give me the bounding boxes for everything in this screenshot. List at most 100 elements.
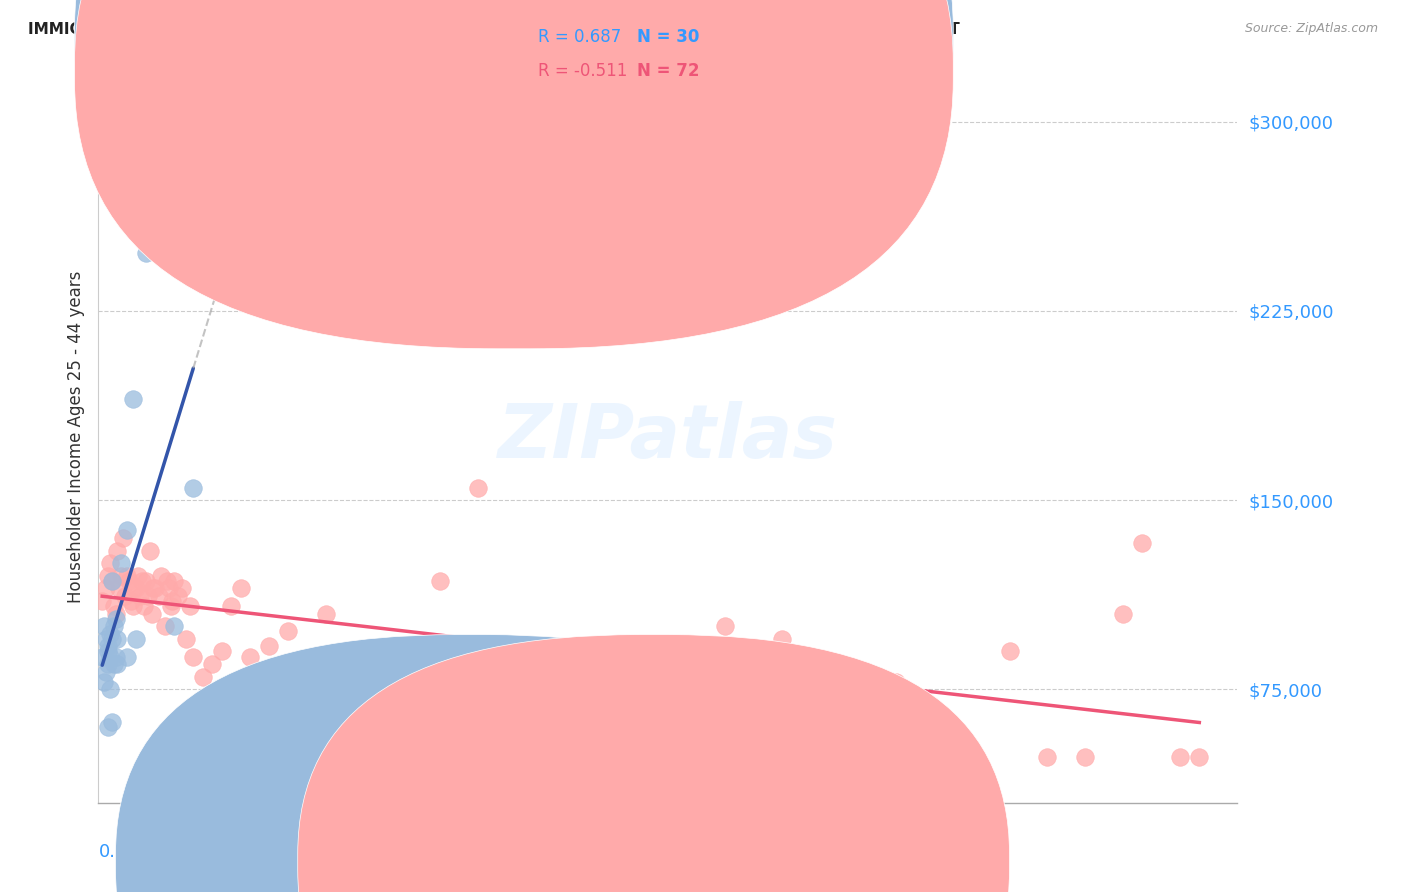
Point xyxy=(114,589,136,603)
Point xyxy=(1132,536,1154,550)
Point xyxy=(97,569,120,583)
Text: ZIPatlas: ZIPatlas xyxy=(498,401,838,474)
Point xyxy=(148,589,170,603)
Point xyxy=(191,670,214,684)
Point xyxy=(884,674,907,689)
Point xyxy=(98,682,121,697)
Point xyxy=(259,640,281,654)
Point xyxy=(110,556,132,570)
Point xyxy=(505,665,527,679)
Point xyxy=(112,531,135,545)
Point xyxy=(229,582,252,596)
Text: Source: ZipAtlas.com: Source: ZipAtlas.com xyxy=(1244,22,1378,36)
FancyBboxPatch shape xyxy=(298,634,1010,892)
Point xyxy=(145,220,167,235)
Point xyxy=(98,556,121,570)
Point xyxy=(998,644,1021,658)
Point xyxy=(221,599,243,613)
Point xyxy=(467,481,489,495)
Point xyxy=(100,715,122,730)
Point xyxy=(107,632,129,646)
Point xyxy=(141,607,163,621)
Text: Swedes: Swedes xyxy=(658,865,723,883)
Point xyxy=(104,612,127,626)
Point xyxy=(103,599,125,613)
Point xyxy=(115,524,138,538)
Text: Immigrants from Panama: Immigrants from Panama xyxy=(426,865,637,883)
Text: N = 72: N = 72 xyxy=(637,62,699,80)
Point xyxy=(619,750,641,764)
Point xyxy=(129,589,152,603)
Point xyxy=(104,607,127,621)
Point xyxy=(138,543,160,558)
Point xyxy=(98,627,121,641)
Point xyxy=(1074,750,1097,764)
Point xyxy=(170,582,193,596)
Point xyxy=(100,574,122,588)
Text: 0.0%: 0.0% xyxy=(98,843,143,861)
Point xyxy=(183,649,205,664)
Point xyxy=(97,720,120,734)
Point xyxy=(121,599,143,613)
Point xyxy=(135,574,157,588)
Text: IMMIGRANTS FROM PANAMA VS SWEDISH HOUSEHOLDER INCOME AGES 25 - 44 YEARS CORRELAT: IMMIGRANTS FROM PANAMA VS SWEDISH HOUSEH… xyxy=(28,22,960,37)
Point xyxy=(153,619,176,633)
Y-axis label: Householder Income Ages 25 - 44 years: Householder Income Ages 25 - 44 years xyxy=(66,271,84,603)
Point xyxy=(211,644,233,658)
Point xyxy=(104,649,127,664)
Point xyxy=(157,582,180,596)
FancyBboxPatch shape xyxy=(115,634,827,892)
Point xyxy=(110,569,132,583)
Point xyxy=(107,657,129,671)
Point xyxy=(562,674,585,689)
Point xyxy=(156,574,179,588)
Point xyxy=(108,582,131,596)
Point xyxy=(91,594,114,608)
Point xyxy=(162,594,184,608)
Point xyxy=(127,569,149,583)
Point xyxy=(100,574,122,588)
Point xyxy=(118,574,141,588)
Point xyxy=(98,649,121,664)
Point xyxy=(97,657,120,671)
Point xyxy=(714,619,737,633)
Point xyxy=(91,649,114,664)
Point xyxy=(159,599,181,613)
Point xyxy=(249,690,271,704)
Point xyxy=(97,644,120,658)
Point xyxy=(94,582,117,596)
Point xyxy=(103,657,125,671)
Point xyxy=(120,594,142,608)
Point xyxy=(136,589,159,603)
Point xyxy=(942,745,965,759)
Point xyxy=(179,599,201,613)
Point xyxy=(115,569,138,583)
Point xyxy=(239,649,262,664)
Point xyxy=(391,700,413,714)
Point xyxy=(297,670,319,684)
Point xyxy=(315,607,337,621)
Point xyxy=(167,589,190,603)
Point xyxy=(163,574,186,588)
Point xyxy=(125,582,148,596)
Point xyxy=(132,599,155,613)
Point xyxy=(93,674,115,689)
Point xyxy=(163,619,186,633)
Point xyxy=(93,619,115,633)
Point xyxy=(107,543,129,558)
Point xyxy=(94,632,117,646)
Point xyxy=(201,657,224,671)
Point xyxy=(277,624,299,639)
Point xyxy=(97,640,120,654)
Point xyxy=(183,481,205,495)
Point xyxy=(131,574,153,588)
Point xyxy=(1112,607,1135,621)
Point xyxy=(770,632,793,646)
Point xyxy=(121,392,143,407)
Point xyxy=(124,582,146,596)
Point xyxy=(94,665,117,679)
Text: N = 30: N = 30 xyxy=(637,29,699,46)
Point xyxy=(429,574,451,588)
Text: R = -0.511: R = -0.511 xyxy=(538,62,628,80)
Point xyxy=(846,695,869,709)
